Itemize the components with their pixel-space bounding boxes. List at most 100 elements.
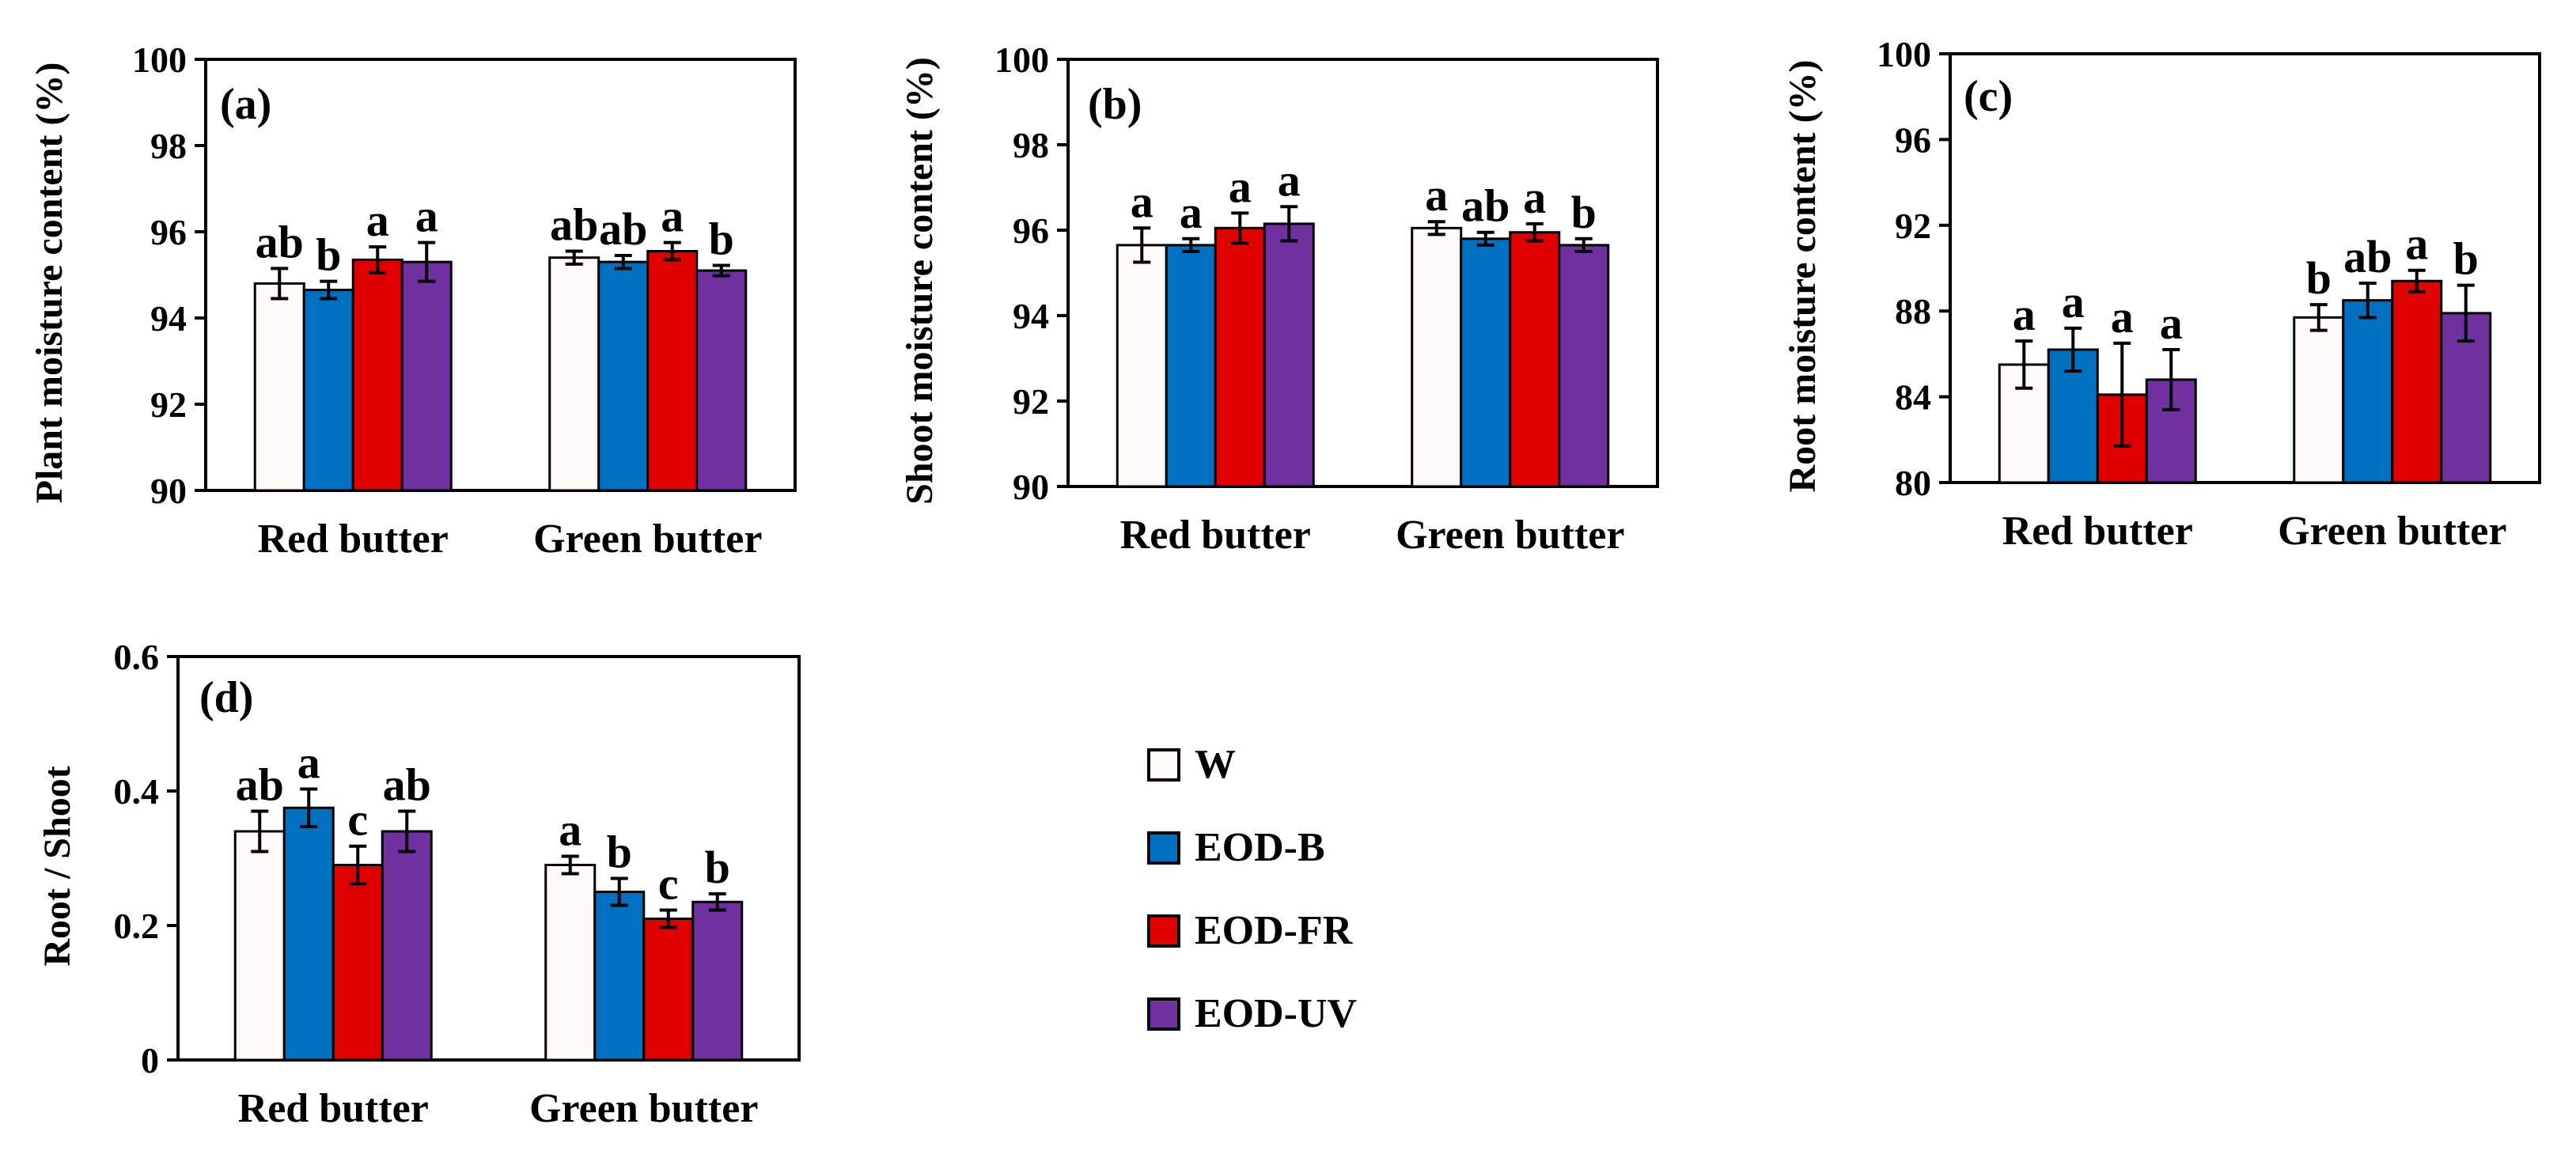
significance-letter: a xyxy=(2062,276,2085,327)
x-category-label: Red butter xyxy=(1120,513,1311,558)
significance-letter: ab xyxy=(1461,180,1510,232)
bar xyxy=(597,260,650,492)
bar xyxy=(2342,299,2394,484)
x-category-label: Red butter xyxy=(2002,509,2193,554)
bar xyxy=(642,918,695,1062)
plot-frame xyxy=(204,58,797,492)
chart-panel-1: 90 92 94 96 98 100 Plant moisture content (%) (… xyxy=(28,40,797,562)
y-tick-label: 96 xyxy=(1895,119,1931,160)
y-tick-label: 0 xyxy=(141,1040,159,1081)
significance-letter: b xyxy=(316,229,341,281)
bar xyxy=(1558,244,1610,488)
significance-letter: b xyxy=(2306,252,2332,304)
y-tick-label: 0.4 xyxy=(114,771,160,812)
x-category-label: Green butter xyxy=(529,1086,758,1131)
legend-swatch xyxy=(1147,914,1180,948)
y-tick-label: 96 xyxy=(150,212,187,252)
y-tick-label: 100 xyxy=(994,40,1049,80)
bar xyxy=(253,282,305,492)
bar xyxy=(1116,244,1168,488)
y-tick-label: 100 xyxy=(1877,34,1931,74)
x-category-label: Green butter xyxy=(1396,513,1624,558)
y-tick-label: 94 xyxy=(1013,296,1049,336)
significance-letter: b xyxy=(709,214,734,265)
legend-label: W xyxy=(1195,742,1236,787)
bar xyxy=(1460,237,1512,488)
bar xyxy=(593,891,646,1062)
y-tick-label: 0.6 xyxy=(114,637,160,677)
significance-letter: ab xyxy=(236,759,284,811)
panel-label: (b) xyxy=(1088,80,1142,129)
legend-label: EOD-FR xyxy=(1195,908,1354,953)
significance-letter: ab xyxy=(256,216,304,267)
plot-frame xyxy=(1066,58,1659,488)
significance-letter: b xyxy=(1571,187,1597,238)
x-category-label: Green butter xyxy=(2278,509,2506,554)
significance-letter: ab xyxy=(599,203,647,255)
significance-letter: a xyxy=(366,195,389,246)
panel-label: (a) xyxy=(220,80,271,129)
y-tick-label: 100 xyxy=(132,40,187,80)
bar xyxy=(381,830,433,1062)
bar xyxy=(1214,226,1266,488)
significance-letter: b xyxy=(607,827,632,878)
y-tick-label: 88 xyxy=(1895,291,1931,331)
bar xyxy=(695,269,748,492)
significance-letter: a xyxy=(1523,172,1546,223)
plot-frame xyxy=(1949,52,2541,484)
y-tick-label: 92 xyxy=(1013,381,1049,422)
y-tick-label: 98 xyxy=(150,126,187,166)
legend-label: EOD-UV xyxy=(1195,991,1357,1036)
significance-letter: a xyxy=(297,736,320,788)
y-axis-title: Root moisture content (%) xyxy=(1782,59,1824,492)
bar xyxy=(331,864,384,1062)
y-axis-title: Root / Shoot xyxy=(36,766,78,966)
significance-letter: c xyxy=(347,794,368,846)
y-tick-label: 92 xyxy=(150,384,187,425)
y-axis-title: Shoot moisture content (%) xyxy=(899,57,941,505)
significance-letter: b xyxy=(705,842,730,893)
significance-letter: a xyxy=(1131,176,1154,227)
bar xyxy=(282,806,335,1062)
significance-letter: b xyxy=(2453,233,2479,285)
bar xyxy=(2391,279,2443,484)
bar xyxy=(400,260,453,492)
y-tick-label: 90 xyxy=(1013,467,1049,507)
y-tick-label: 84 xyxy=(1895,377,1931,418)
bar xyxy=(691,900,744,1062)
chart-panel-2: 90 92 94 96 98 100 Shoot moisture content (%) (… xyxy=(899,40,1659,558)
bar xyxy=(1165,244,1217,488)
plot-frame xyxy=(176,655,801,1062)
x-category-label: Green butter xyxy=(533,517,762,562)
bar xyxy=(548,256,600,492)
panel-label: (d) xyxy=(199,673,253,722)
y-tick-label: 92 xyxy=(1895,206,1931,246)
legend: W EOD-B EOD-FR EOD-UV xyxy=(1147,742,1357,1036)
legend-swatch xyxy=(1147,831,1180,865)
significance-letter: ab xyxy=(2343,231,2392,282)
significance-letter: a xyxy=(559,804,581,855)
bar xyxy=(233,830,286,1062)
significance-letter: a xyxy=(1229,161,1252,212)
y-axis-title: Plant moisture content (%) xyxy=(28,62,70,504)
significance-letter: a xyxy=(1180,187,1203,238)
legend-swatch xyxy=(1147,748,1180,782)
significance-letter: ab xyxy=(383,759,431,811)
bar xyxy=(544,864,597,1062)
bar xyxy=(1411,226,1463,488)
legend-swatch xyxy=(1147,997,1180,1031)
bar xyxy=(646,250,699,492)
chart-panel-3: 80 84 88 92 96 100 Root moisture content (%) (c… xyxy=(1782,34,2541,554)
significance-letter: a xyxy=(2160,297,2183,349)
y-tick-label: 96 xyxy=(1013,210,1049,251)
x-category-label: Red butter xyxy=(258,517,449,562)
bar xyxy=(1263,222,1315,488)
x-category-label: Red butter xyxy=(238,1086,429,1131)
significance-letter: ab xyxy=(550,199,598,251)
y-tick-label: 80 xyxy=(1895,463,1931,503)
bar xyxy=(2293,316,2345,484)
y-tick-label: 0.2 xyxy=(114,906,160,946)
legend-label: EOD-B xyxy=(1195,825,1325,870)
